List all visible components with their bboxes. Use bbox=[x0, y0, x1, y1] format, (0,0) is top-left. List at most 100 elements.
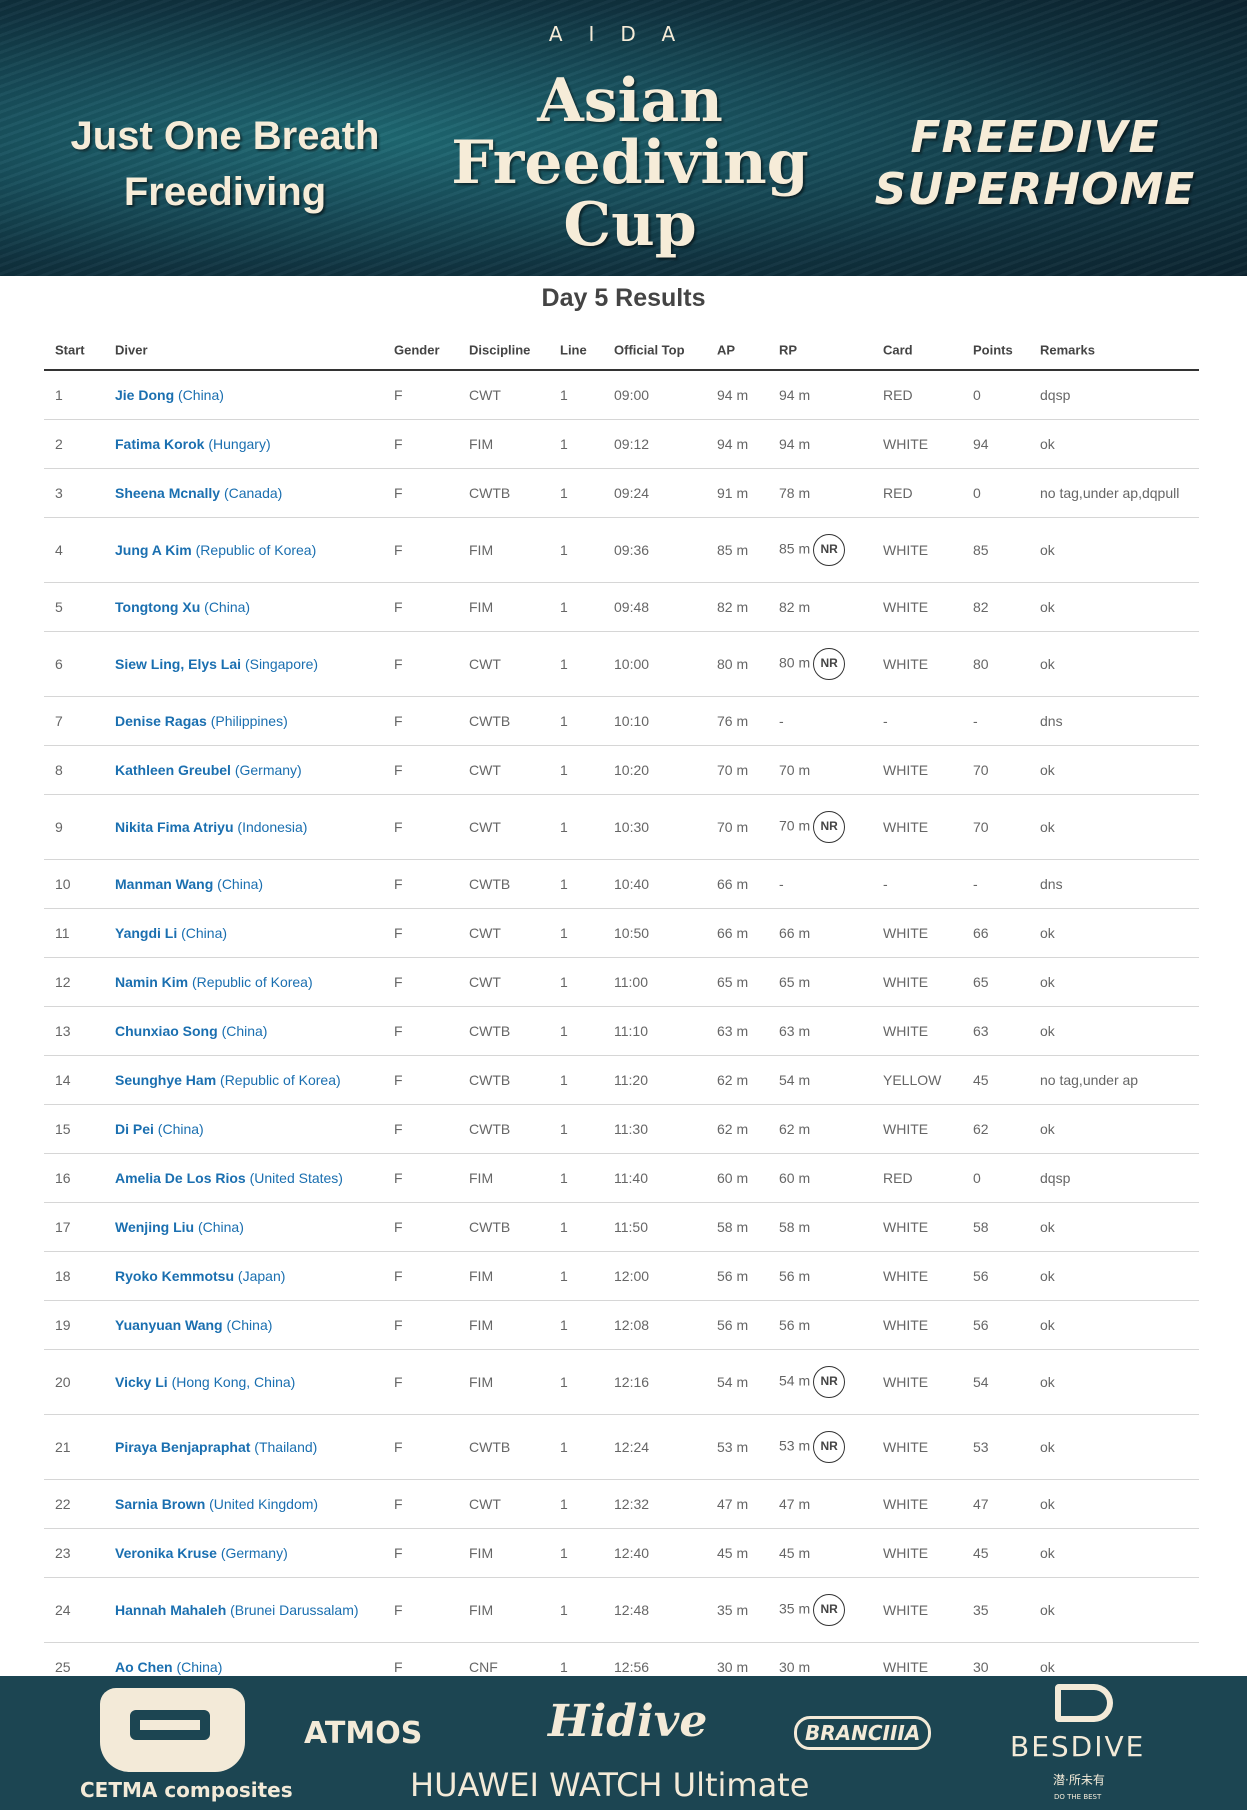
diver-cell: Vicky Li (Hong Kong, China) bbox=[115, 1374, 295, 1390]
diver-name-link[interactable]: Siew Ling, Elys Lai bbox=[115, 656, 242, 672]
line-cell: 1 bbox=[560, 1072, 568, 1088]
gender-cell: F bbox=[394, 1317, 403, 1333]
diver-name-link[interactable]: Jie Dong bbox=[115, 387, 175, 403]
start-cell: 19 bbox=[55, 1317, 71, 1333]
rp-value: 54 m bbox=[779, 1072, 811, 1088]
start-cell: 5 bbox=[55, 599, 63, 615]
line-cell: 1 bbox=[560, 1602, 568, 1618]
diver-cell: Veronika Kruse (Germany) bbox=[115, 1545, 288, 1561]
cetma-logo: CETMA composites bbox=[80, 1778, 293, 1802]
gender-cell: F bbox=[394, 387, 403, 403]
hidive-logo: Hidive bbox=[548, 1696, 708, 1747]
start-cell: 18 bbox=[55, 1268, 71, 1284]
table-row: 13 Chunxiao Song (China) F CWTB 1 11:10 63 m 63… bbox=[44, 1007, 1199, 1056]
discipline-cell: CWTB bbox=[469, 713, 511, 729]
rp-cell: 45 m bbox=[779, 1545, 810, 1561]
rp-value: 56 m bbox=[779, 1317, 811, 1333]
ap-cell: 30 m bbox=[717, 1659, 749, 1675]
branchia-logo: BRANCIIIA bbox=[794, 1716, 932, 1750]
rp-cell: 30 m bbox=[779, 1659, 810, 1675]
diver-country: (China) bbox=[204, 599, 251, 615]
ap-cell: 62 m bbox=[717, 1121, 749, 1137]
discipline-cell: FIM bbox=[469, 1268, 494, 1284]
gender-cell: F bbox=[394, 1219, 403, 1235]
points-cell: 0 bbox=[973, 387, 981, 403]
rp-value: 85 m bbox=[779, 540, 811, 557]
freedive-superhome-logo: FREEDIVE SUPERHOME bbox=[874, 112, 1196, 215]
diver-name-link[interactable]: Vicky Li bbox=[115, 1374, 168, 1390]
rp-cell: 53 m NR bbox=[779, 1431, 846, 1463]
rp-cell: - bbox=[779, 713, 784, 729]
diver-name-link[interactable]: Sarnia Brown bbox=[115, 1496, 206, 1512]
gender-cell: F bbox=[394, 1659, 403, 1675]
start-cell: 21 bbox=[55, 1439, 71, 1455]
remarks-cell: dqsp bbox=[1040, 1170, 1071, 1186]
discipline-cell: CWTB bbox=[469, 1219, 511, 1235]
card-cell: WHITE bbox=[883, 819, 929, 835]
diver-name-link[interactable]: Yangdi Li bbox=[115, 925, 178, 941]
diver-cell: Sarnia Brown (United Kingdom) bbox=[115, 1496, 318, 1512]
card-cell: WHITE bbox=[883, 1602, 929, 1618]
start-cell: 11 bbox=[55, 925, 70, 941]
diver-name-link[interactable]: Sheena Mcnally bbox=[115, 485, 221, 501]
remarks-cell: ok bbox=[1040, 1219, 1055, 1235]
diver-cell: Fatima Korok (Hungary) bbox=[115, 436, 271, 452]
points-cell: 94 bbox=[973, 436, 989, 452]
start-cell: 7 bbox=[55, 713, 63, 729]
start-cell: 4 bbox=[55, 542, 63, 558]
diver-name-link[interactable]: Veronika Kruse bbox=[115, 1545, 217, 1561]
rp-cell: 66 m bbox=[779, 925, 810, 941]
rp-cell: 47 m bbox=[779, 1496, 810, 1512]
diver-name-link[interactable]: Jung A Kim bbox=[115, 542, 192, 558]
column-header: Diver bbox=[115, 342, 148, 357]
diver-name-link[interactable]: Namin Kim bbox=[115, 974, 189, 990]
diver-name-link[interactable]: Seunghye Ham bbox=[115, 1072, 217, 1088]
diver-cell: Seunghye Ham (Republic of Korea) bbox=[115, 1072, 341, 1088]
gender-cell: F bbox=[394, 925, 403, 941]
ap-cell: 76 m bbox=[717, 713, 749, 729]
diver-name-link[interactable]: Kathleen Greubel bbox=[115, 762, 231, 778]
top-cell: 09:36 bbox=[614, 542, 650, 558]
top-cell: 09:00 bbox=[614, 387, 650, 403]
diver-name-link[interactable]: Hannah Mahaleh bbox=[115, 1602, 227, 1618]
diver-name-link[interactable]: Denise Ragas bbox=[115, 713, 207, 729]
rp-value: 70 m bbox=[779, 817, 811, 834]
remarks-cell: dns bbox=[1040, 876, 1063, 892]
diver-name-link[interactable]: Wenjing Liu bbox=[115, 1219, 195, 1235]
diver-name-link[interactable]: Yuanyuan Wang bbox=[115, 1317, 223, 1333]
diver-name-link[interactable]: Manman Wang bbox=[115, 876, 214, 892]
diver-name-link[interactable]: Tongtong Xu bbox=[115, 599, 201, 615]
table-row: 10 Manman Wang (China) F CWTB 1 10:40 66 m - - - d… bbox=[44, 860, 1199, 909]
diver-name-link[interactable]: Fatima Korok bbox=[115, 436, 205, 452]
table-row: 23 Veronika Kruse (Germany) F FIM 1 12:40 45 m… bbox=[44, 1529, 1199, 1578]
points-cell: 30 bbox=[973, 1659, 989, 1675]
bestdive-logo: BESDIVE bbox=[1010, 1730, 1146, 1763]
gender-cell: F bbox=[394, 713, 403, 729]
diver-name-link[interactable]: Di Pei bbox=[115, 1121, 154, 1137]
card-cell: WHITE bbox=[883, 925, 929, 941]
diver-name-link[interactable]: Piraya Benjapraphat bbox=[115, 1439, 251, 1455]
national-record-badge: NR bbox=[813, 1594, 846, 1626]
points-cell: 45 bbox=[973, 1545, 989, 1561]
table-row: 22 Sarnia Brown (United Kingdom) F CWT 1 12:3… bbox=[44, 1480, 1199, 1529]
start-cell: 2 bbox=[55, 436, 63, 452]
table-row: 2 Fatima Korok (Hungary) F FIM 1 09:12 94 m 94 … bbox=[44, 420, 1199, 469]
national-record-badge: NR bbox=[813, 1366, 846, 1398]
card-cell: WHITE bbox=[883, 1317, 929, 1333]
discipline-cell: CWTB bbox=[469, 485, 511, 501]
table-row: 21 Piraya Benjapraphat (Thailand) F CWTB 1 12… bbox=[44, 1415, 1199, 1480]
diver-name-link[interactable]: Nikita Fima Atriyu bbox=[115, 819, 234, 835]
diver-name-link[interactable]: Chunxiao Song bbox=[115, 1023, 218, 1039]
diver-name-link[interactable]: Amelia De Los Rios bbox=[115, 1170, 246, 1186]
diver-name-link[interactable]: Ryoko Kemmotsu bbox=[115, 1268, 235, 1284]
rp-cell: 56 m bbox=[779, 1268, 810, 1284]
diver-cell: Hannah Mahaleh (Brunei Darussalam) bbox=[115, 1602, 359, 1618]
diver-country: (China) bbox=[221, 1023, 268, 1039]
table-row: 12 Namin Kim (Republic of Korea) F CWT 1 11:0… bbox=[44, 958, 1199, 1007]
line-cell: 1 bbox=[560, 1317, 568, 1333]
diver-name-link[interactable]: Ao Chen bbox=[115, 1659, 173, 1675]
card-cell: WHITE bbox=[883, 1374, 929, 1390]
line-cell: 1 bbox=[560, 876, 568, 892]
ap-cell: 56 m bbox=[717, 1317, 749, 1333]
discipline-cell: CWTB bbox=[469, 876, 511, 892]
